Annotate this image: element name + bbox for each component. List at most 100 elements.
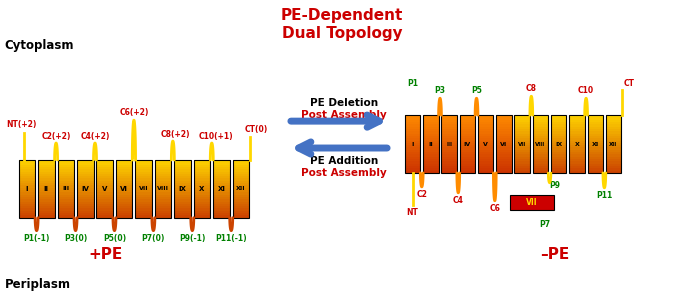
Bar — [194, 190, 210, 192]
Bar — [569, 136, 585, 138]
Bar — [405, 143, 421, 145]
Bar — [588, 138, 603, 141]
Bar — [551, 145, 566, 148]
Bar — [77, 171, 94, 174]
Bar — [97, 183, 113, 185]
Bar — [606, 161, 621, 164]
Bar — [77, 211, 94, 213]
Bar — [58, 213, 74, 215]
Bar — [496, 136, 512, 138]
Bar — [606, 145, 621, 148]
Bar — [18, 215, 35, 218]
Text: PE-Dependent: PE-Dependent — [281, 8, 403, 23]
Bar — [441, 161, 457, 164]
Bar — [441, 141, 457, 143]
Bar — [551, 148, 566, 150]
Bar — [97, 206, 113, 208]
Text: III: III — [446, 142, 452, 147]
Bar — [233, 190, 249, 192]
Bar — [97, 162, 113, 165]
Bar — [213, 195, 229, 197]
Bar — [38, 206, 55, 208]
Bar — [569, 155, 585, 157]
Bar — [423, 141, 438, 143]
Bar — [405, 131, 421, 134]
Bar — [514, 127, 530, 129]
Bar — [38, 176, 55, 178]
Bar — [514, 166, 530, 168]
Bar — [175, 215, 191, 218]
Bar — [136, 160, 152, 162]
Bar — [175, 204, 191, 206]
Text: II: II — [429, 142, 433, 147]
Text: P9(-1): P9(-1) — [179, 234, 205, 243]
Bar — [194, 165, 210, 167]
Bar — [460, 166, 475, 168]
Bar — [533, 171, 548, 173]
Bar — [405, 145, 421, 148]
Bar — [116, 185, 132, 188]
Bar — [116, 211, 132, 213]
Bar — [551, 141, 566, 143]
Bar — [441, 129, 457, 131]
Bar — [551, 115, 566, 118]
Bar — [194, 169, 210, 171]
Bar — [569, 150, 585, 152]
Bar — [460, 164, 475, 166]
Bar — [97, 176, 113, 178]
Bar — [551, 136, 566, 138]
Bar — [38, 169, 55, 171]
Bar — [194, 201, 210, 204]
Bar — [155, 178, 171, 181]
Bar — [441, 122, 457, 125]
Bar — [514, 155, 530, 157]
Bar — [405, 136, 421, 138]
Bar — [606, 166, 621, 168]
Bar — [606, 115, 621, 173]
Bar — [569, 115, 585, 118]
Bar — [478, 159, 493, 161]
Bar — [136, 211, 152, 213]
Bar — [18, 208, 35, 211]
Bar — [423, 166, 438, 168]
Bar — [460, 141, 475, 143]
Text: NT: NT — [407, 208, 419, 217]
Bar — [194, 160, 210, 162]
Bar — [38, 188, 55, 190]
Bar — [175, 185, 191, 188]
Bar — [423, 155, 438, 157]
Text: P5(0): P5(0) — [103, 234, 126, 243]
Bar — [155, 165, 171, 167]
Bar — [514, 161, 530, 164]
Bar — [155, 167, 171, 169]
Bar — [514, 141, 530, 143]
Bar — [551, 150, 566, 152]
Bar — [136, 171, 152, 174]
Bar — [606, 157, 621, 159]
Bar — [77, 160, 94, 218]
Bar — [423, 148, 438, 150]
Bar — [533, 134, 548, 136]
Bar — [38, 197, 55, 199]
Bar — [606, 131, 621, 134]
Bar — [77, 215, 94, 218]
Bar — [213, 174, 229, 176]
Bar — [233, 160, 249, 218]
Bar — [18, 201, 35, 204]
Bar — [155, 204, 171, 206]
Bar — [533, 168, 548, 171]
Bar — [588, 120, 603, 122]
Bar — [569, 171, 585, 173]
Bar — [496, 148, 512, 150]
Bar — [38, 211, 55, 213]
Bar — [606, 171, 621, 173]
Bar — [496, 115, 512, 173]
Bar — [136, 208, 152, 211]
Bar — [533, 150, 548, 152]
Bar — [213, 197, 229, 199]
Bar — [233, 169, 249, 171]
Bar — [97, 165, 113, 167]
Bar — [496, 141, 512, 143]
Text: V: V — [102, 186, 108, 192]
Bar — [460, 161, 475, 164]
